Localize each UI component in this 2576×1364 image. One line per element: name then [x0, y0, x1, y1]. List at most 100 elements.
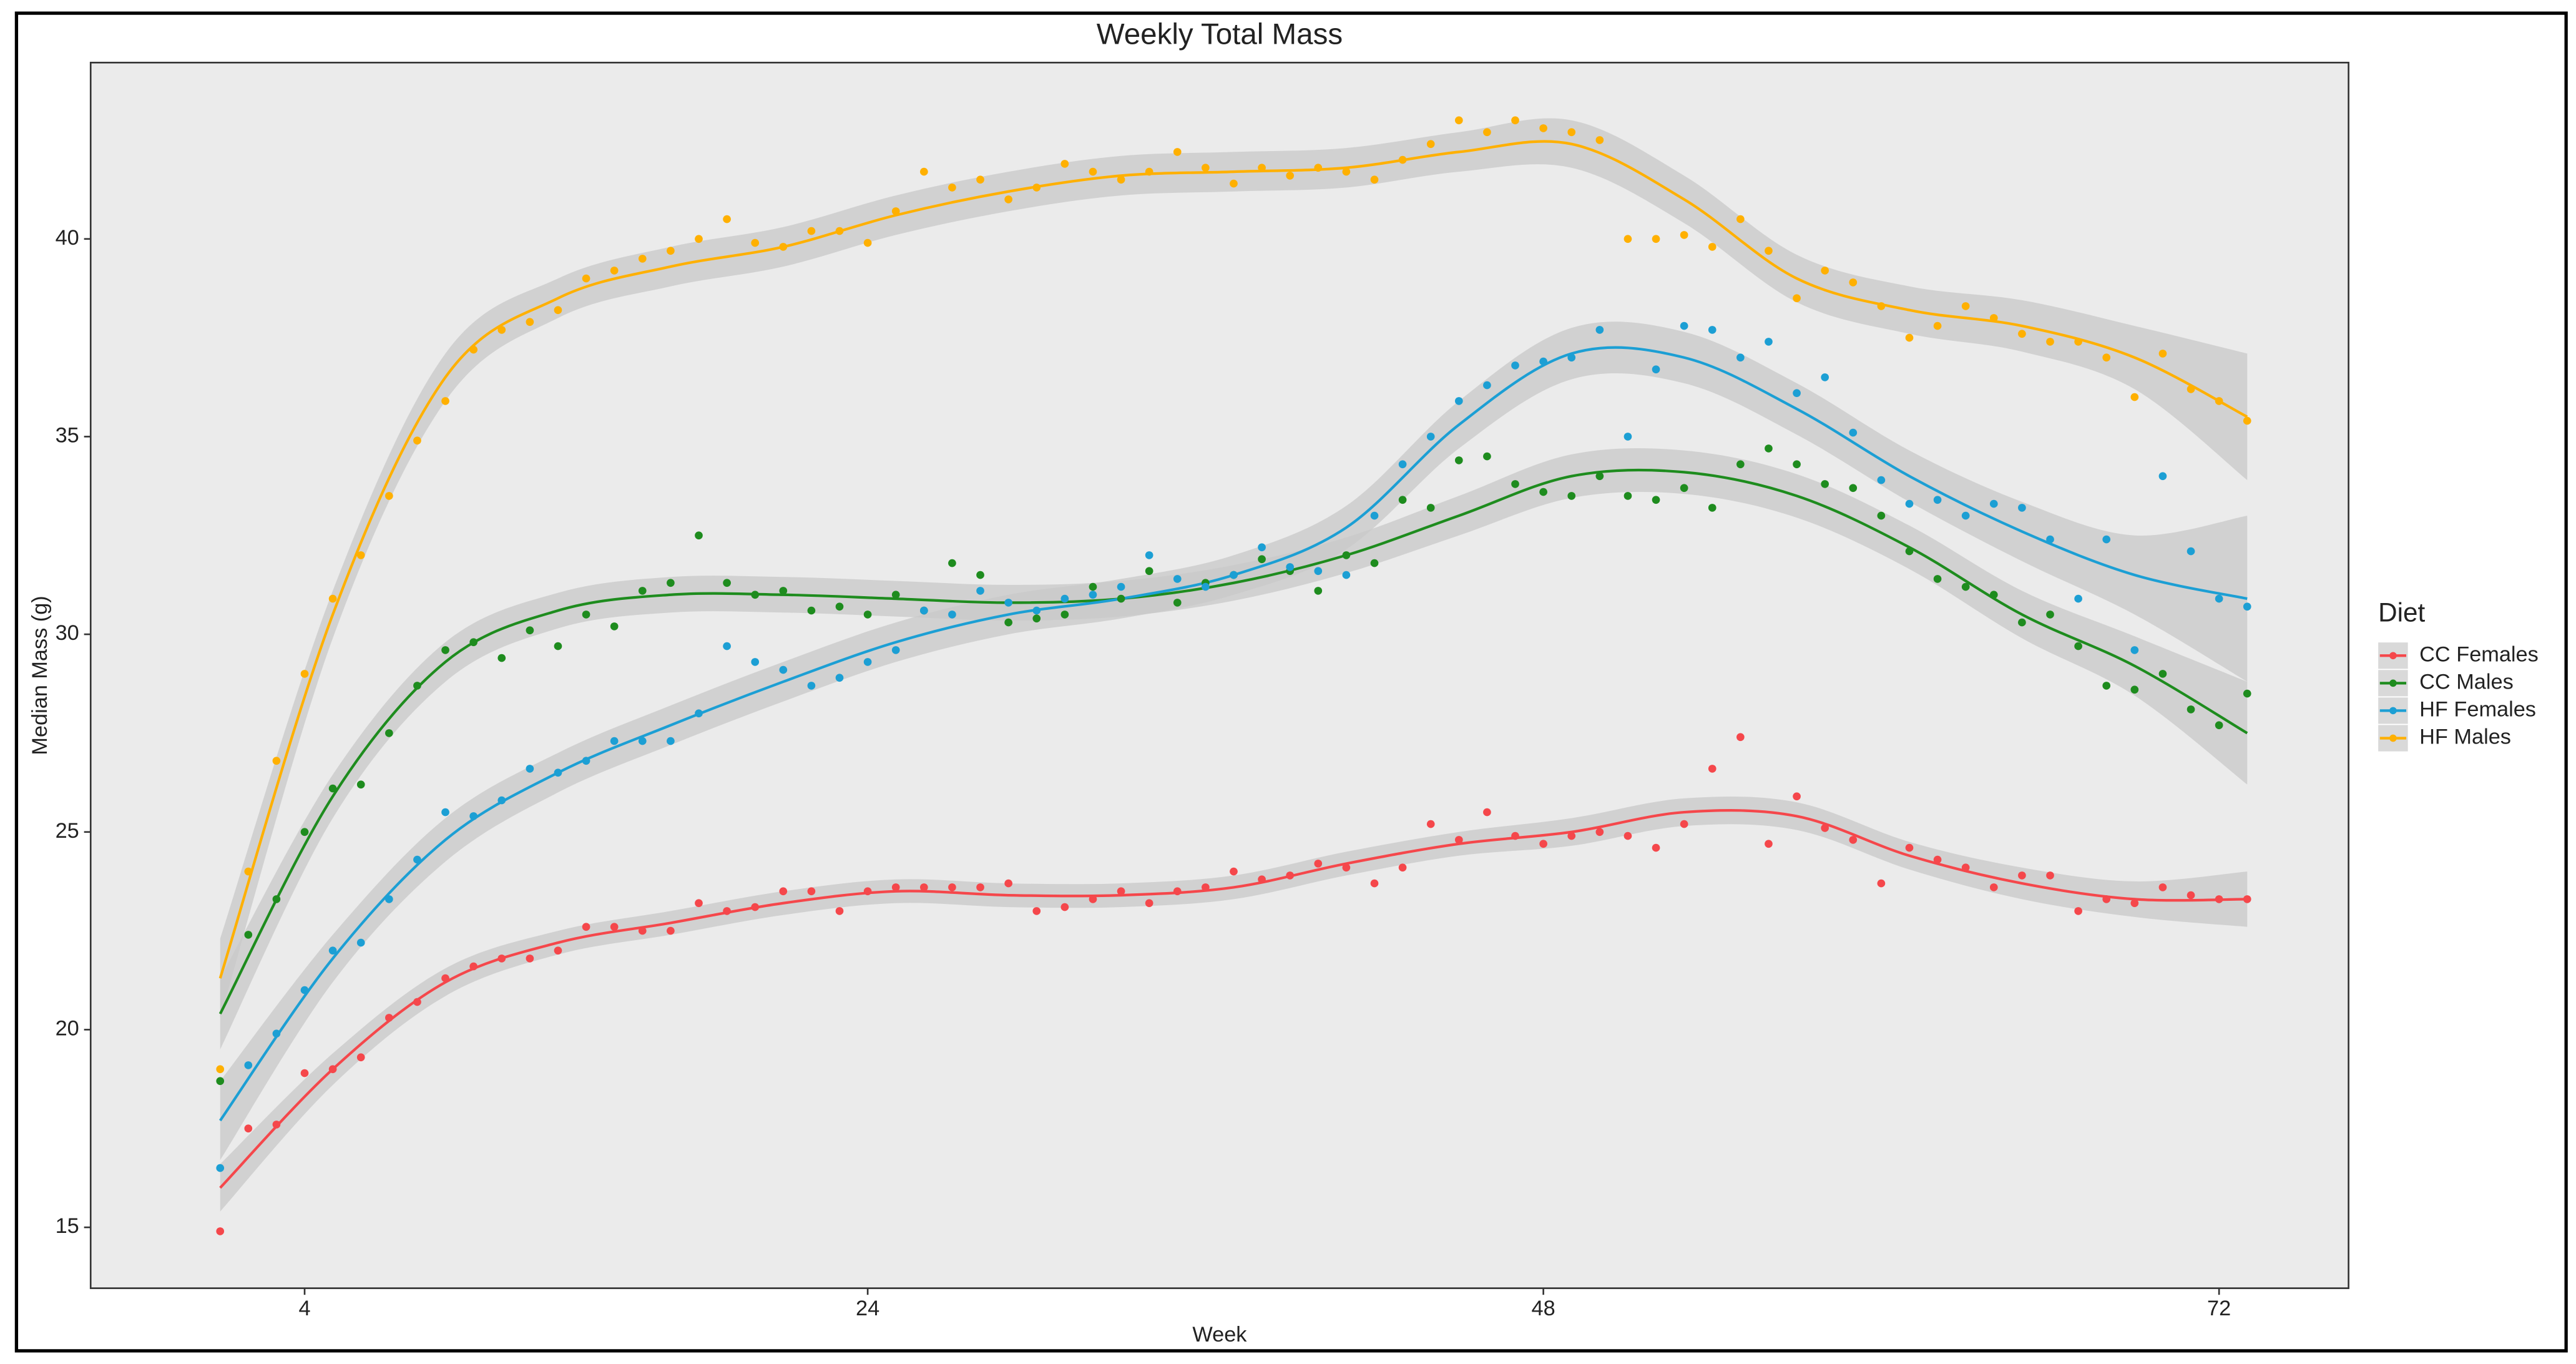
data-point [1004, 618, 1012, 627]
data-point [1736, 733, 1745, 742]
data-point [1623, 832, 1632, 840]
data-point [384, 1014, 393, 1022]
plot-panel [89, 61, 2349, 1289]
data-point [807, 606, 816, 615]
data-point [2187, 891, 2195, 900]
data-point [2243, 689, 2251, 698]
data-point [1793, 389, 1801, 398]
data-point [667, 579, 675, 587]
data-point [497, 326, 506, 334]
data-point [554, 642, 562, 650]
data-point [1004, 599, 1012, 607]
y-axis-label: Median Mass (g) [28, 596, 52, 755]
data-point [384, 729, 393, 737]
data-point [610, 622, 619, 630]
data-point [1060, 611, 1069, 619]
data-point [582, 923, 590, 931]
data-point [356, 1053, 365, 1062]
data-point [216, 1227, 225, 1235]
data-point [976, 587, 984, 595]
data-point [328, 784, 337, 793]
confidence-ribbon [220, 796, 2248, 1212]
data-point [1511, 361, 1519, 370]
data-point [779, 243, 788, 251]
data-point [1877, 302, 1886, 310]
data-point [1623, 235, 1632, 243]
data-point [1539, 357, 1547, 366]
data-point [1089, 895, 1097, 903]
data-point [1821, 373, 1829, 381]
data-point [891, 591, 900, 599]
data-point [638, 255, 647, 263]
data-point [526, 626, 534, 635]
data-point [2018, 504, 2026, 512]
data-point [413, 682, 421, 690]
data-point [835, 227, 844, 235]
data-point [1905, 499, 1914, 508]
data-point [582, 274, 590, 283]
legend-label: HF Males [2419, 725, 2511, 749]
data-point [723, 642, 731, 650]
data-point [1258, 543, 1266, 552]
data-point [2215, 895, 2223, 903]
data-point [948, 559, 956, 567]
data-point [1933, 855, 1942, 864]
data-point [1511, 116, 1519, 125]
data-point [554, 306, 562, 315]
data-point [1595, 136, 1604, 144]
data-point [526, 765, 534, 773]
data-point [779, 665, 788, 674]
data-point [1032, 606, 1041, 615]
data-point [1117, 175, 1125, 184]
data-point [1117, 594, 1125, 603]
data-point [1145, 167, 1153, 176]
data-point [667, 737, 675, 745]
data-point [638, 737, 647, 745]
data-point [751, 903, 760, 911]
data-point [1032, 614, 1041, 623]
data-point [2074, 642, 2082, 650]
data-point [1454, 456, 1463, 464]
data-point [497, 796, 506, 805]
data-point [497, 954, 506, 963]
data-point [1680, 820, 1688, 828]
data-point [2102, 895, 2111, 903]
data-point [216, 1065, 225, 1074]
y-tick-label: 20 [56, 1016, 79, 1040]
data-point [1342, 571, 1351, 579]
data-point [2130, 685, 2139, 694]
data-point [948, 611, 956, 619]
data-point [1230, 179, 1238, 188]
data-point [1426, 140, 1435, 149]
data-point [695, 709, 703, 718]
data-point [216, 1164, 225, 1172]
data-point [1933, 321, 1942, 330]
legend-title: Diet [2378, 597, 2425, 627]
data-point [779, 587, 788, 595]
data-point [1595, 326, 1604, 334]
data-point [863, 611, 872, 619]
data-point [2187, 705, 2195, 714]
data-point [723, 907, 731, 915]
data-point [1342, 167, 1351, 176]
data-point [272, 1121, 281, 1129]
data-point [2215, 594, 2223, 603]
data-point [751, 658, 760, 666]
data-point [1933, 496, 1942, 504]
data-point [863, 238, 872, 247]
data-point [244, 1124, 253, 1133]
data-point [1821, 824, 1829, 832]
data-point [2102, 535, 2111, 544]
data-point [526, 318, 534, 326]
data-point [835, 674, 844, 682]
data-point [1426, 820, 1435, 828]
data-point [1454, 116, 1463, 125]
data-point [1595, 472, 1604, 481]
data-point [807, 682, 816, 690]
data-point [891, 207, 900, 215]
data-point [1905, 843, 1914, 852]
data-point [1567, 128, 1576, 137]
data-point [919, 883, 928, 891]
data-point [2215, 397, 2223, 405]
data-point [1145, 567, 1153, 576]
